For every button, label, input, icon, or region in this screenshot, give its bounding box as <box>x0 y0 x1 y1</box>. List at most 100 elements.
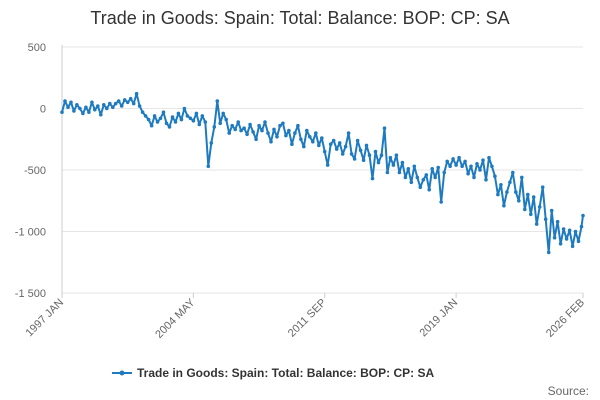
data-point[interactable] <box>197 122 202 127</box>
data-point[interactable] <box>182 106 187 111</box>
data-point[interactable] <box>87 110 91 114</box>
data-point[interactable] <box>439 200 444 204</box>
data-point[interactable] <box>203 120 208 124</box>
data-point[interactable] <box>487 155 491 160</box>
data-point[interactable] <box>427 187 432 192</box>
data-point[interactable] <box>105 106 109 111</box>
data-point[interactable] <box>188 116 193 121</box>
data-point[interactable] <box>152 114 157 118</box>
data-point[interactable] <box>239 128 243 133</box>
data-point[interactable] <box>472 175 476 180</box>
data-point[interactable] <box>358 148 363 153</box>
data-point[interactable] <box>322 149 327 154</box>
data-point[interactable] <box>463 159 467 164</box>
data-point[interactable] <box>433 175 438 180</box>
data-point[interactable] <box>185 114 190 118</box>
data-point[interactable] <box>230 123 234 128</box>
data-point[interactable] <box>561 227 566 231</box>
data-point[interactable] <box>496 192 500 197</box>
data-point[interactable] <box>257 123 261 128</box>
data-point[interactable] <box>260 128 264 133</box>
data-point[interactable] <box>170 115 175 119</box>
data-point[interactable] <box>242 126 246 130</box>
data-point[interactable] <box>558 242 563 246</box>
data-point[interactable] <box>334 147 339 151</box>
data-point[interactable] <box>137 104 142 108</box>
data-point[interactable] <box>520 175 524 180</box>
data-point[interactable] <box>457 155 461 160</box>
data-point[interactable] <box>531 195 536 199</box>
data-point[interactable] <box>484 178 488 182</box>
data-point[interactable] <box>364 143 369 148</box>
data-point[interactable] <box>451 157 455 161</box>
data-point[interactable] <box>376 160 381 165</box>
data-point[interactable] <box>63 99 67 103</box>
data-point[interactable] <box>424 173 429 177</box>
data-point[interactable] <box>263 120 267 124</box>
data-point[interactable] <box>78 106 82 111</box>
data-point[interactable] <box>119 104 124 108</box>
data-point[interactable] <box>215 99 220 103</box>
data-point[interactable] <box>517 199 521 203</box>
data-point[interactable] <box>99 112 103 117</box>
data-point[interactable] <box>221 111 225 116</box>
data-point[interactable] <box>311 139 315 144</box>
data-point[interactable] <box>272 127 276 132</box>
data-point[interactable] <box>400 160 405 165</box>
legend[interactable]: Trade in Goods: Spain: Total: Balance: B… <box>112 366 434 380</box>
data-point[interactable] <box>469 164 473 169</box>
data-point[interactable] <box>514 190 518 194</box>
data-point[interactable] <box>555 219 560 224</box>
data-point[interactable] <box>164 121 169 126</box>
data-point[interactable] <box>93 107 97 112</box>
data-point[interactable] <box>60 110 64 114</box>
data-point[interactable] <box>385 170 390 175</box>
data-point[interactable] <box>254 137 258 142</box>
data-point[interactable] <box>146 117 151 122</box>
data-point[interactable] <box>373 149 378 154</box>
data-point[interactable] <box>394 153 399 157</box>
source-label[interactable]: Source: <box>548 384 589 398</box>
data-point[interactable] <box>116 99 121 103</box>
data-point[interactable] <box>337 141 342 145</box>
data-point[interactable] <box>113 101 118 106</box>
data-point[interactable] <box>69 100 73 105</box>
data-point[interactable] <box>266 131 270 135</box>
data-point[interactable] <box>66 105 70 110</box>
data-point[interactable] <box>493 174 497 178</box>
data-point[interactable] <box>490 164 494 169</box>
data-point[interactable] <box>436 165 441 170</box>
data-point[interactable] <box>140 110 145 114</box>
data-point[interactable] <box>331 138 336 143</box>
data-point[interactable] <box>442 170 447 175</box>
data-point[interactable] <box>505 190 509 194</box>
data-point[interactable] <box>475 162 479 166</box>
data-point[interactable] <box>403 175 408 180</box>
data-point[interactable] <box>161 110 166 114</box>
data-point[interactable] <box>218 121 222 126</box>
data-point[interactable] <box>409 180 414 185</box>
data-point[interactable] <box>111 105 115 110</box>
data-point[interactable] <box>466 171 470 176</box>
data-point[interactable] <box>567 228 572 233</box>
data-point[interactable] <box>581 213 585 218</box>
data-point[interactable] <box>549 208 554 213</box>
data-point[interactable] <box>299 137 303 142</box>
data-point[interactable] <box>355 138 360 143</box>
data-point[interactable] <box>227 131 231 135</box>
data-point[interactable] <box>511 170 515 175</box>
data-point[interactable] <box>179 117 184 122</box>
data-point[interactable] <box>529 212 533 217</box>
data-point[interactable] <box>284 133 288 138</box>
data-point[interactable] <box>320 136 324 140</box>
data-point[interactable] <box>102 103 106 107</box>
data-point[interactable] <box>317 143 321 148</box>
data-point[interactable] <box>346 131 351 135</box>
data-point[interactable] <box>206 164 211 169</box>
data-point[interactable] <box>382 126 387 130</box>
data-point[interactable] <box>397 170 402 175</box>
data-point[interactable] <box>224 117 228 122</box>
data-point[interactable] <box>84 105 88 110</box>
data-point[interactable] <box>370 176 375 181</box>
data-point[interactable] <box>108 101 112 106</box>
